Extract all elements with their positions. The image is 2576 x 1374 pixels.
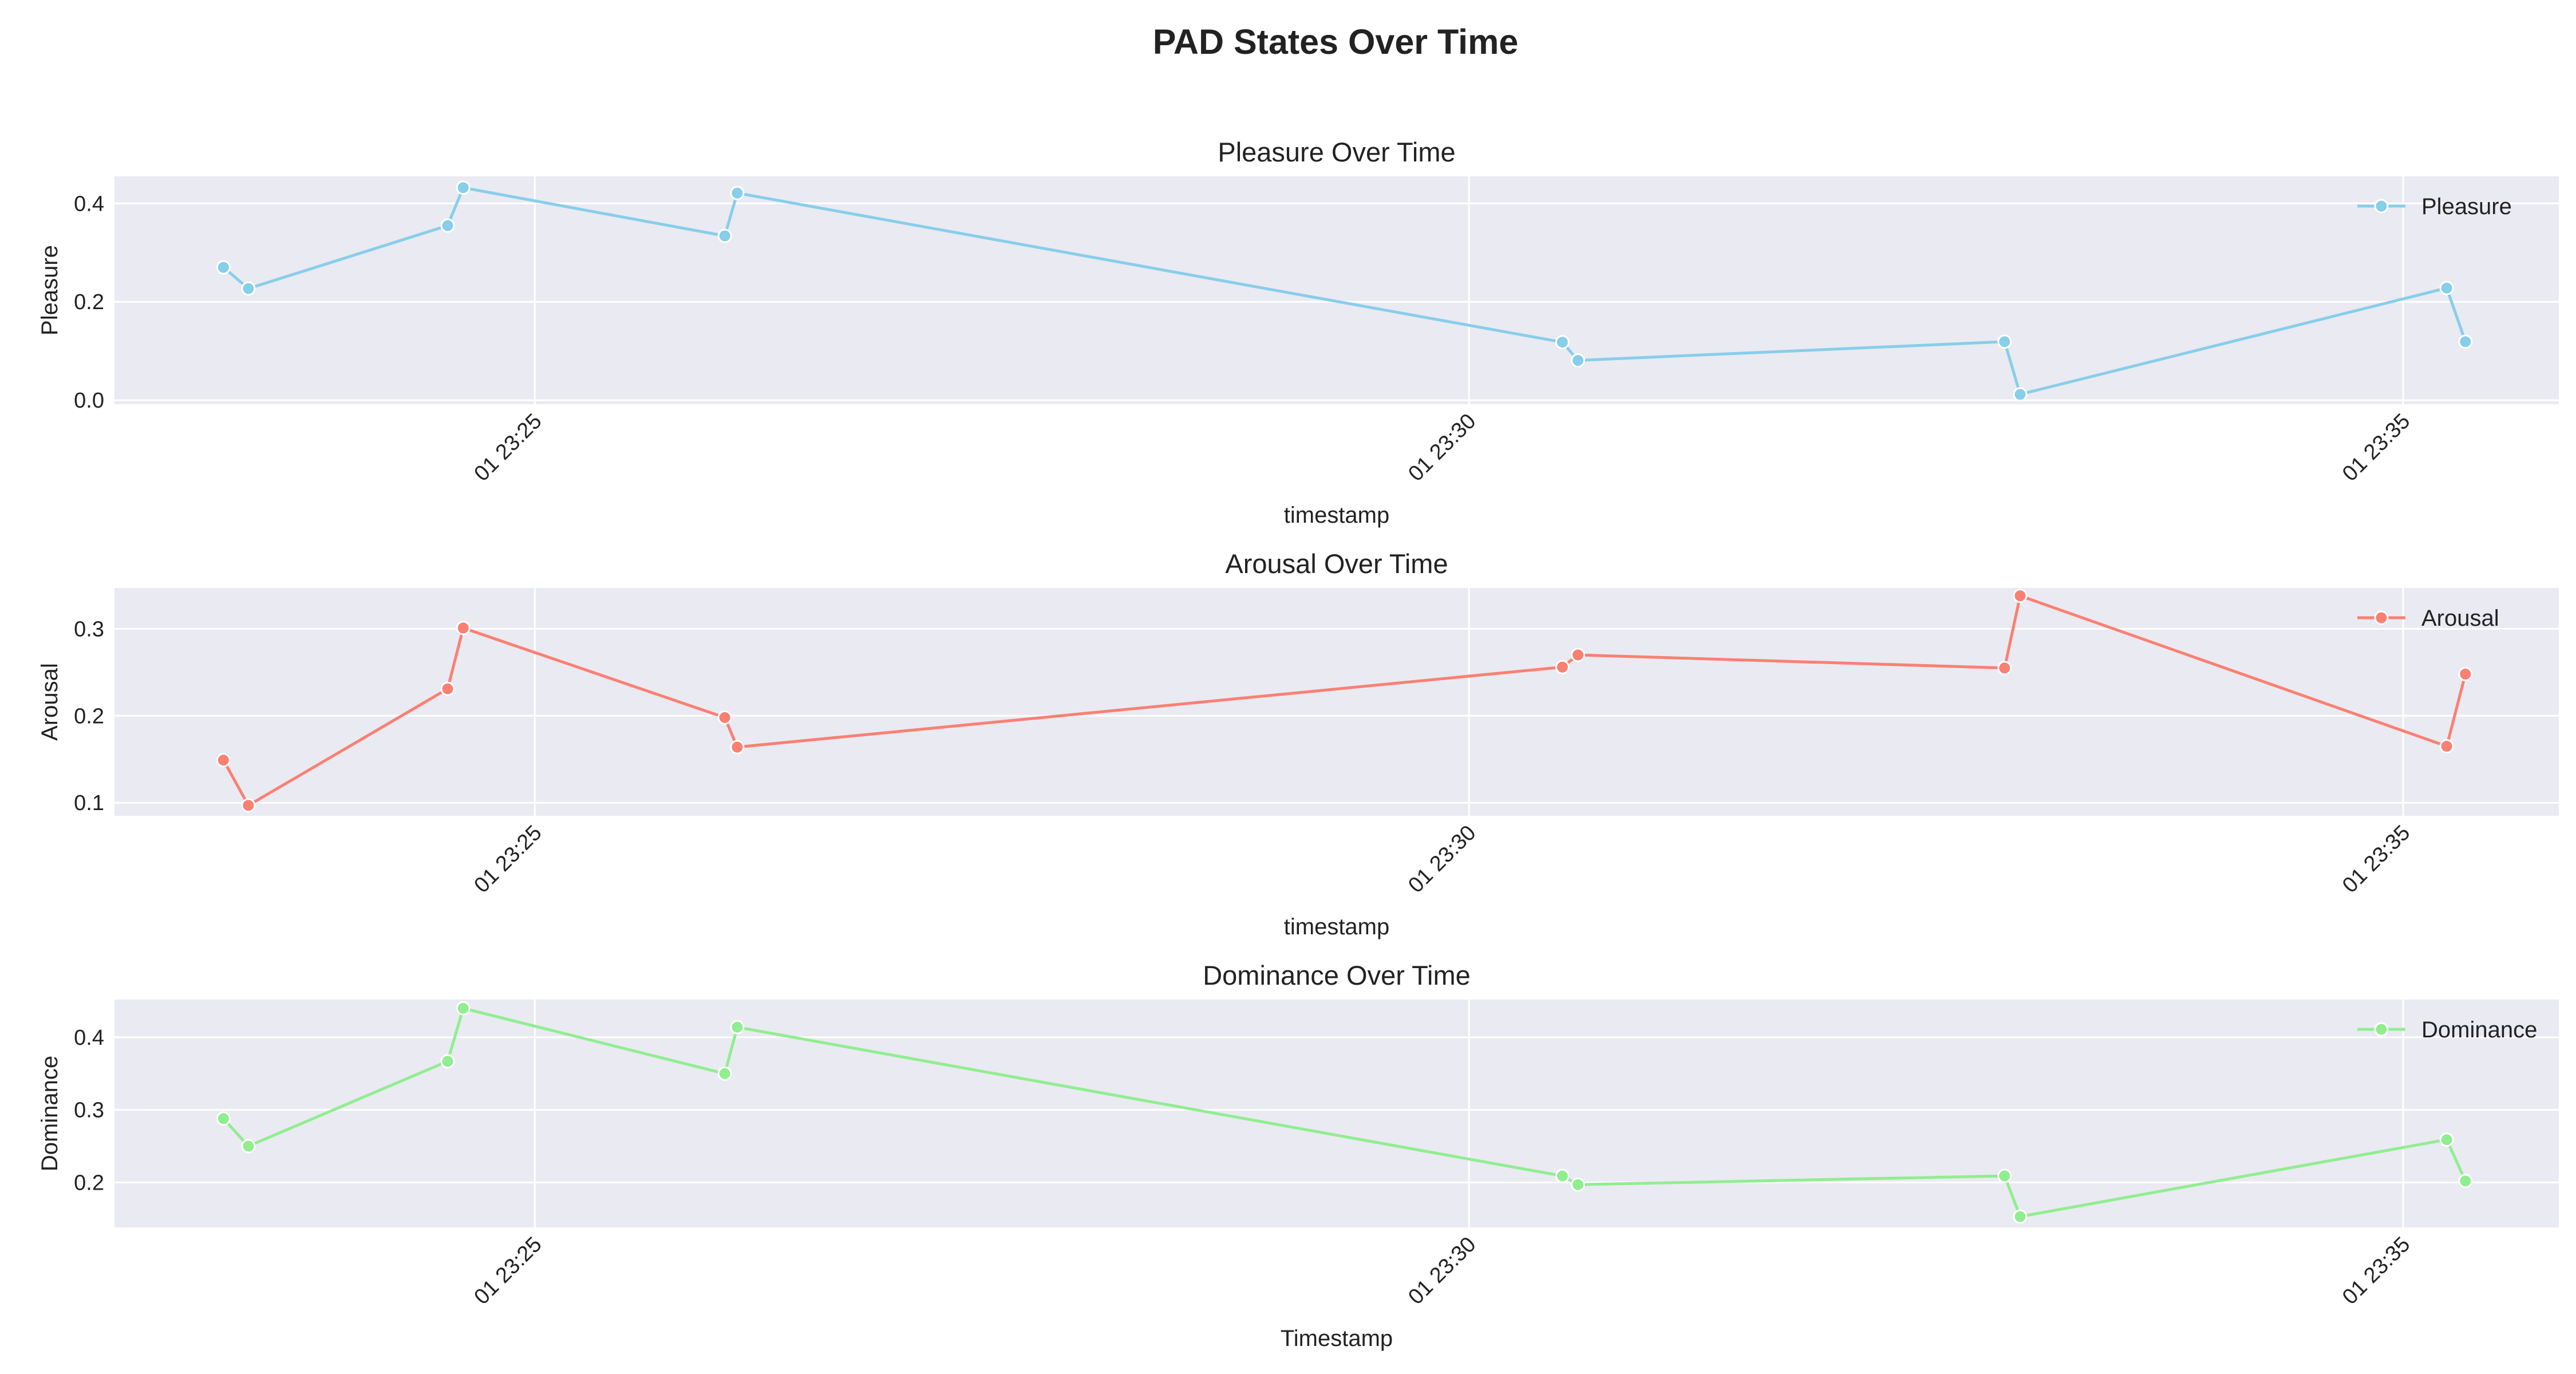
x-tick-label: 01 23:30	[1404, 821, 1480, 898]
series-line	[222, 1006, 2467, 1218]
data-point	[241, 1139, 256, 1154]
data-point	[730, 740, 745, 755]
data-point	[717, 1066, 732, 1081]
legend-marker	[2374, 199, 2389, 214]
data-point	[440, 681, 455, 696]
data-point	[1571, 1177, 1586, 1192]
y-tick-label: 0.2	[74, 290, 104, 314]
data-point	[1571, 647, 1586, 662]
legend-label: Dominance	[2421, 1017, 2537, 1043]
x-tick-label: 01 23:25	[469, 409, 546, 486]
x-axis-label: Timestamp	[1281, 1326, 1393, 1351]
data-point	[2458, 1174, 2473, 1189]
data-point	[456, 180, 471, 195]
x-tick-label: 01 23:25	[469, 821, 546, 898]
y-tick-label: 0.3	[74, 1099, 104, 1123]
data-point	[2013, 1209, 2028, 1224]
subplots: 0.0 0.2 0.4 01 23:25 01 23:30 01 23:35 Pleasur…	[37, 137, 2559, 1351]
data-point	[216, 260, 231, 275]
data-point	[1555, 1168, 1570, 1183]
y-tick-label: 0.3	[74, 617, 104, 641]
data-point	[216, 753, 231, 768]
data-point	[717, 228, 732, 243]
plot-area	[114, 1000, 2559, 1227]
data-point	[1997, 661, 2012, 676]
x-axis-label: timestamp	[1284, 503, 1390, 528]
subplot-3: 0.2 0.3 0.4 01 23:25 01 23:30 01 23:35 Dominan…	[37, 960, 2559, 1351]
subplot-2: 0.1 0.2 0.3 01 23:25 01 23:30 01 23:35 Arousal…	[37, 548, 2559, 939]
y-tick-label: 0.2	[74, 1171, 104, 1195]
data-point	[2013, 387, 2028, 402]
y-tick-label: 0.1	[74, 791, 104, 815]
x-tick-label: 01 23:35	[2338, 409, 2415, 486]
subplot-title: Arousal Over Time	[1225, 548, 1448, 579]
data-point	[1571, 353, 1586, 368]
data-point	[241, 798, 256, 813]
data-point	[216, 1111, 231, 1126]
x-tick-label: 01 23:35	[2338, 821, 2415, 898]
series-line	[222, 594, 2467, 807]
y-axis-label: Arousal	[37, 663, 62, 741]
y-tick-label: 0.4	[74, 192, 104, 216]
data-point	[2013, 589, 2028, 603]
data-point	[1555, 335, 1570, 350]
x-tick-label: 01 23:25	[469, 1233, 546, 1309]
x-tick-label: 01 23:30	[1404, 409, 1480, 486]
series-line	[222, 186, 2467, 396]
y-tick-label: 0.2	[74, 704, 104, 728]
legend-label: Pleasure	[2421, 194, 2512, 219]
data-point	[1997, 1168, 2012, 1183]
legend-marker	[2374, 610, 2389, 625]
data-point	[2458, 334, 2473, 349]
x-tick-label: 01 23:35	[2338, 1233, 2415, 1309]
data-point	[730, 1020, 745, 1035]
plot-area	[114, 588, 2559, 816]
subplot-title: Dominance Over Time	[1203, 960, 1471, 990]
data-point	[2439, 739, 2454, 753]
data-point	[440, 1054, 455, 1069]
y-axis-label: Pleasure	[37, 245, 62, 335]
x-tick-label: 01 23:30	[1404, 1233, 1480, 1309]
data-point	[440, 218, 455, 233]
legend-marker	[2374, 1022, 2389, 1037]
data-point	[1997, 334, 2012, 349]
y-axis-label: Dominance	[37, 1056, 62, 1171]
figure-title: PAD States Over Time	[1153, 22, 1519, 61]
data-point	[2439, 281, 2454, 295]
data-point	[730, 185, 745, 200]
data-point	[456, 621, 471, 635]
data-point	[2458, 666, 2473, 681]
plot-area	[114, 176, 2559, 404]
data-point	[241, 281, 256, 296]
subplot-title: Pleasure Over Time	[1218, 137, 1455, 167]
data-point	[2439, 1132, 2454, 1147]
subplot-1: 0.0 0.2 0.4 01 23:25 01 23:30 01 23:35 Pleasur…	[37, 137, 2559, 528]
data-point	[717, 710, 732, 725]
legend-label: Arousal	[2421, 606, 2499, 631]
y-tick-label: 0.0	[74, 389, 104, 413]
x-axis-label: timestamp	[1284, 914, 1390, 939]
y-tick-label: 0.4	[74, 1026, 104, 1050]
data-point	[1555, 660, 1570, 674]
data-point	[456, 1001, 471, 1016]
